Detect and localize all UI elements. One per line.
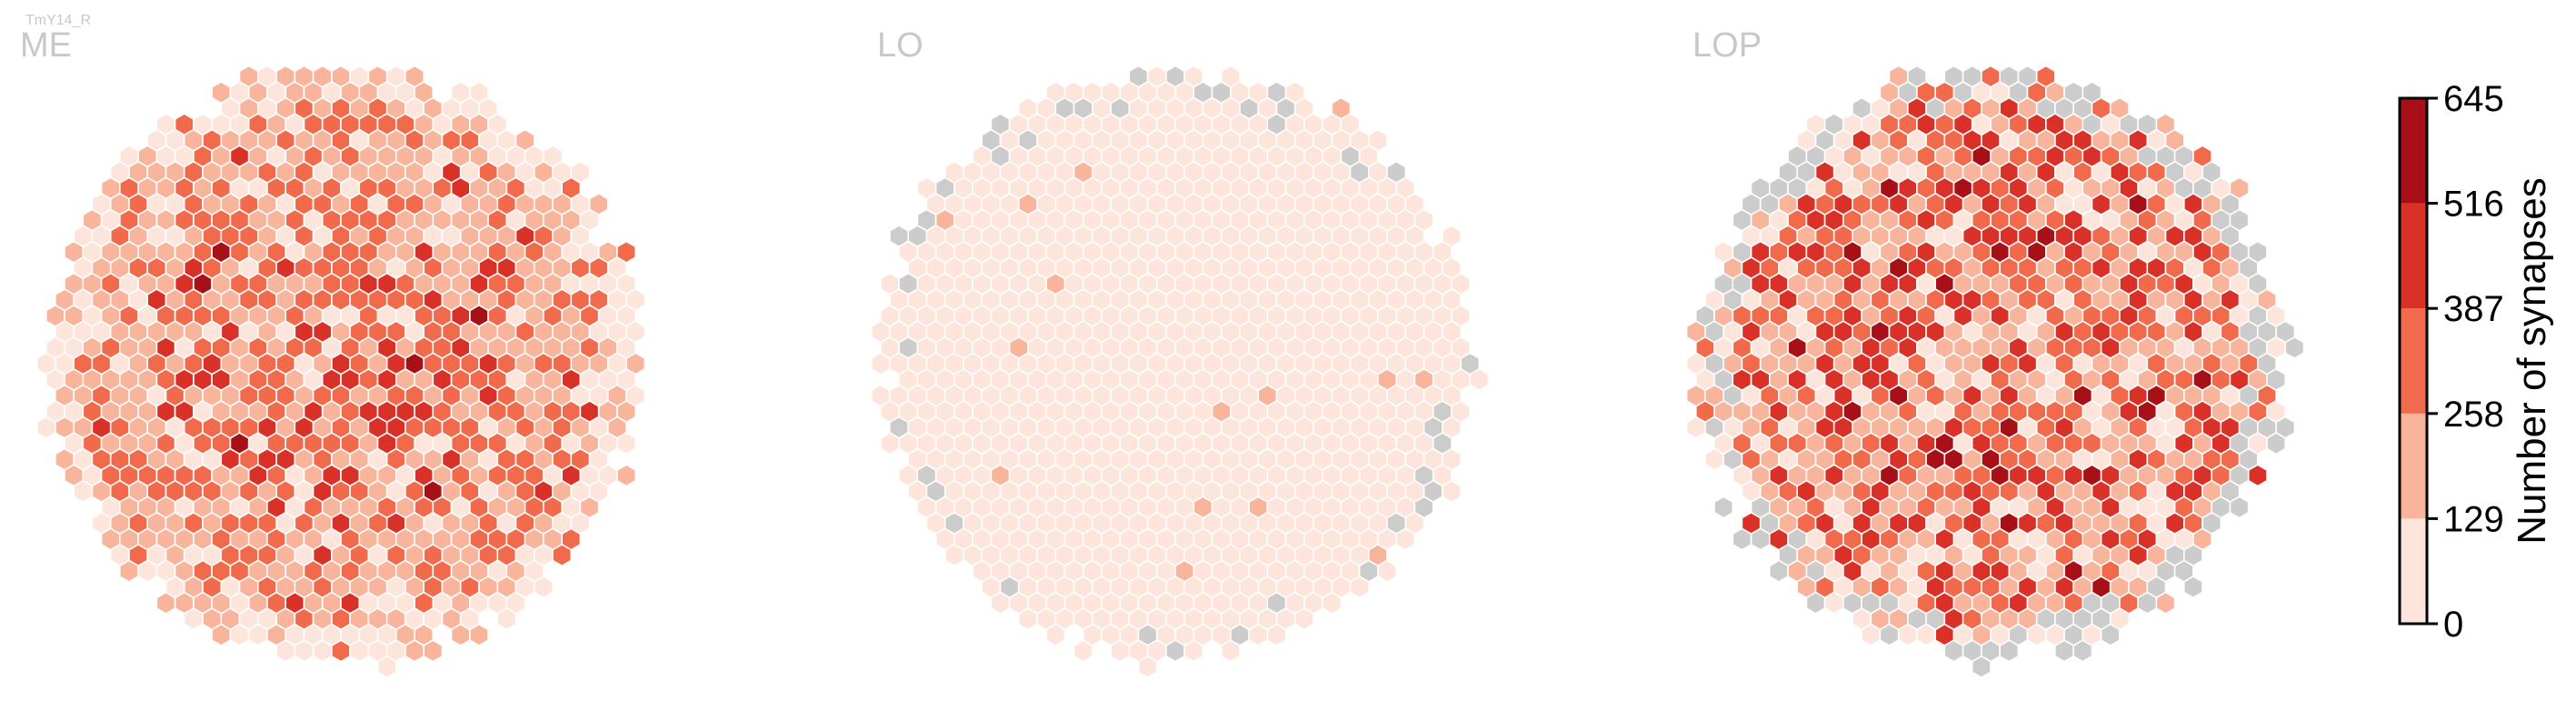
hex-cell (1110, 639, 1131, 663)
hex-cell (2100, 623, 2121, 646)
hex-cell (469, 623, 489, 646)
colorbar-segment (2400, 308, 2427, 414)
hex-cell (376, 655, 397, 679)
hex-cell (404, 639, 425, 663)
hex-cell (349, 639, 370, 663)
colorbar-segment (2400, 413, 2427, 519)
hex-cell (1293, 607, 1314, 631)
hex-cell (1073, 639, 1093, 663)
hex-cell (1769, 559, 1789, 583)
hex-cell (1377, 559, 1397, 583)
hex-cell (552, 543, 573, 567)
hex-cell (312, 639, 333, 663)
hex-cell (990, 591, 1011, 615)
hex-cell (1045, 623, 1066, 646)
colorbar-label: Number of synapses (2510, 177, 2554, 545)
hex-cell (137, 559, 158, 583)
hex-cell (616, 464, 637, 487)
hex-cell (1183, 639, 1204, 663)
colorbar-tick-label: 258 (2443, 395, 2504, 435)
hex-grid-lo (870, 65, 1490, 679)
hex-cell (533, 576, 554, 599)
panel-title-lo: LO (877, 26, 924, 65)
hex-cell (1469, 367, 1490, 392)
hex-cell (1897, 623, 1918, 646)
hex-cell (2183, 576, 2203, 599)
hex-cell (1442, 479, 1462, 504)
hex-cell (294, 639, 315, 663)
hex-cell (1137, 655, 1158, 679)
hex-cell (331, 639, 351, 663)
hex-cell (2266, 432, 2286, 456)
hex-cell (2072, 639, 2093, 663)
panel-me: ME (20, 26, 646, 679)
hex-cell (35, 416, 56, 439)
colorbar-tick-label: 0 (2443, 605, 2463, 645)
hex-cell (2155, 591, 2176, 615)
hex-cell (247, 623, 268, 646)
hex-cell (1395, 527, 1416, 551)
colorbar-tick-label: 129 (2443, 499, 2504, 539)
hex-cell (1266, 623, 1287, 646)
panel-title-lop: LOP (1692, 26, 1762, 65)
hex-cell (2284, 335, 2305, 360)
hex-grid-me (35, 65, 646, 679)
hex-cell (450, 623, 471, 646)
hex-cell (183, 607, 204, 631)
hex-cell (1349, 576, 1370, 599)
hex-cell (119, 559, 139, 583)
hex-cell (1165, 639, 1185, 663)
hex-cell (211, 623, 232, 646)
hex-cell (275, 639, 296, 663)
panel-lo: LO (870, 26, 1490, 679)
colorbar-segment (2400, 518, 2427, 624)
colorbar-segment (2400, 98, 2427, 204)
panel-lop: LOP (1685, 26, 2305, 679)
hex-cell (423, 639, 444, 663)
hex-cell (1220, 639, 1241, 663)
colorbar-tick-label: 516 (2443, 185, 2504, 225)
hex-cell (879, 432, 900, 456)
figure-label: TmY14_R (25, 13, 91, 28)
hex-cell (944, 543, 964, 567)
hex-cell (1861, 623, 1882, 646)
hex-cell (1322, 591, 1343, 615)
hex-cell (2229, 496, 2250, 519)
hex-cell (73, 479, 94, 504)
hex-cell (1805, 591, 1826, 615)
hex-grid-lop (1685, 65, 2305, 679)
hex-cell (229, 623, 250, 646)
hex-cell (616, 432, 637, 456)
hex-cell (2137, 591, 2158, 615)
hex-cell (1916, 623, 1936, 646)
colorbar-segment (2400, 203, 2427, 309)
hex-cell (1248, 623, 1269, 646)
colorbar-segments (2400, 98, 2427, 624)
colorbar-tick-label: 645 (2443, 79, 2504, 119)
hex-cell (155, 591, 176, 615)
hex-cell (1879, 623, 1900, 646)
hex-cell (1685, 416, 1706, 439)
hex-cell (2247, 464, 2268, 487)
colorbar: 0 129 258 387 516 645 Number of synapses (2398, 79, 2554, 645)
hex-cell (1823, 591, 1844, 615)
hex-cell (1732, 527, 1752, 551)
hex-cell (1999, 639, 2020, 663)
hex-cell (870, 352, 891, 376)
colorbar-ticks: 0 129 258 387 516 645 (2427, 79, 2504, 645)
hex-cell (1971, 655, 1992, 679)
hex-cell (1943, 639, 1964, 663)
hex-cell (2054, 639, 2074, 663)
hex-cell (1017, 607, 1038, 631)
hex-cell (1704, 447, 1724, 471)
hex-cell (1713, 496, 1734, 519)
hex-cell (496, 607, 517, 631)
hex-cell (1750, 527, 1771, 551)
colorbar-frame (2398, 96, 2429, 626)
hex-cell (2026, 623, 2047, 646)
colorbar-tick-label: 387 (2443, 289, 2504, 329)
panel-title-me: ME (20, 26, 72, 65)
